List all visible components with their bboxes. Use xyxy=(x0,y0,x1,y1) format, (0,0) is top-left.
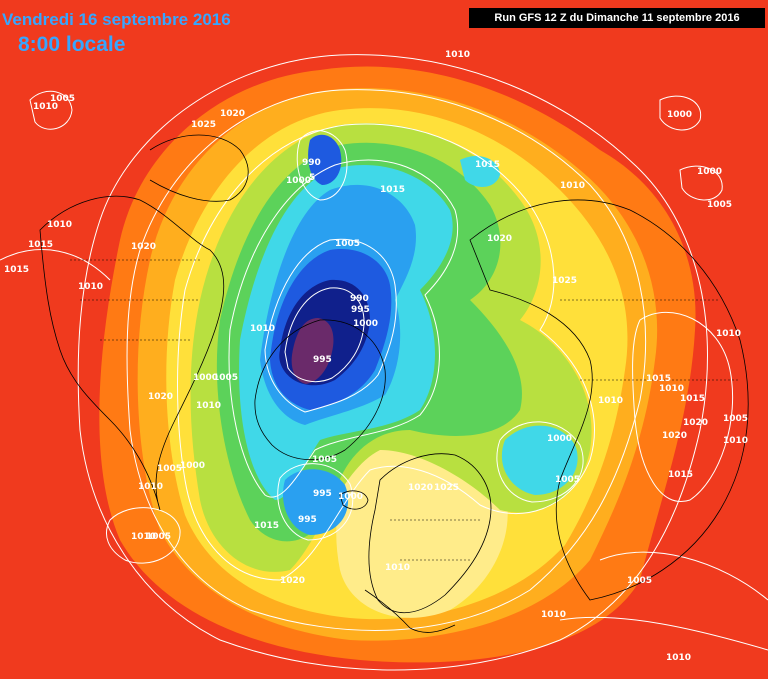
isobar-label: 1020 xyxy=(662,431,687,441)
isobar-label: 1005 xyxy=(707,200,732,210)
isobar-label: 1010 xyxy=(47,220,72,230)
isobar xyxy=(632,311,734,502)
isobar-label: 1005 xyxy=(146,532,171,542)
isobar-label: 1000 xyxy=(180,461,205,471)
coast-mediterranean xyxy=(364,589,456,633)
valid-date-title: Vendredi 16 septembre 2016 xyxy=(2,10,231,29)
isobar xyxy=(264,238,397,413)
isobar-label: 1010 xyxy=(138,482,163,492)
isobar-label: 5 xyxy=(309,173,315,183)
isobar-label: 1010 xyxy=(33,102,58,112)
isobar-label: 1010 xyxy=(560,181,585,191)
isobar-label: 1010 xyxy=(78,282,103,292)
isobar-label: 1005 xyxy=(627,576,652,586)
isobar-label: 1005 xyxy=(157,464,182,474)
isobar-label: 1010 xyxy=(131,532,156,542)
isobar-label: 1010 xyxy=(541,610,566,620)
isobar-label: 1010 xyxy=(723,436,748,446)
coastlines xyxy=(39,134,749,633)
isobar-label: 1010 xyxy=(598,396,623,406)
coast-iceland xyxy=(339,490,369,510)
isobar-label: 1010 xyxy=(385,563,410,573)
isobar-label: 1010 xyxy=(196,401,221,411)
isobar xyxy=(559,616,768,651)
field-cyan-east xyxy=(501,425,578,495)
isobar-label: 1005 xyxy=(50,94,75,104)
coast-europe xyxy=(368,453,492,614)
isobar-label: 1010 xyxy=(445,50,470,60)
pressure-fields xyxy=(99,66,696,663)
field-sky-south xyxy=(282,469,349,535)
run-info-banner: Run GFS 12 Z du Dimanche 11 septembre 20… xyxy=(469,8,765,28)
field-cyan-northeast xyxy=(460,155,500,187)
isobar xyxy=(599,551,768,601)
isobar xyxy=(126,89,647,631)
isobar-label: 1005 xyxy=(335,239,360,249)
isobar-label: 1000 xyxy=(193,373,218,383)
isobar-label: 1015 xyxy=(28,240,53,250)
isobar-label: 1020 xyxy=(131,242,156,252)
isobar-labels: 1010 1005 1010 1025 1020 990 1000 5 1015… xyxy=(4,50,748,663)
isobar-label: 1000 xyxy=(547,434,572,444)
isobar-label: 1025 xyxy=(191,120,216,130)
isobar-label: 995 xyxy=(298,515,317,525)
isobar-label: 1010 xyxy=(659,384,684,394)
isobar-label: 1010 xyxy=(250,324,275,334)
isobar xyxy=(228,159,459,498)
isobar xyxy=(277,463,354,541)
isobar xyxy=(296,130,348,201)
isobar-label: 1010 xyxy=(666,653,691,663)
local-time-title: 8:00 locale xyxy=(18,33,126,56)
isobars xyxy=(0,54,768,671)
isobar-label: 995 xyxy=(351,305,370,315)
country-borders xyxy=(70,259,740,561)
isobar-label: 1015 xyxy=(4,265,29,275)
coast-asia xyxy=(469,199,749,601)
coast-greenland xyxy=(254,319,386,461)
isobar-label: 1015 xyxy=(680,394,705,404)
isobar-label: 1025 xyxy=(434,483,459,493)
isobar-label: 1010 xyxy=(716,329,741,339)
isobar-label: 990 xyxy=(350,294,369,304)
field-blue-north xyxy=(308,134,342,185)
isobar-label: 1000 xyxy=(353,319,378,329)
isobar-label: 1005 xyxy=(213,373,238,383)
isobar-label: 1020 xyxy=(280,576,305,586)
isobar xyxy=(679,165,723,201)
coast-north-america xyxy=(39,195,225,511)
isobar-label: 1005 xyxy=(312,455,337,465)
coast-alaska xyxy=(149,134,249,202)
isobar-label: 1025 xyxy=(552,276,577,286)
isobar-label: 1015 xyxy=(668,470,693,480)
isobar-label: 995 xyxy=(313,489,332,499)
isobar xyxy=(29,90,73,130)
isobar xyxy=(284,287,365,383)
isobar-label: 1020 xyxy=(148,392,173,402)
isobar-label: 1020 xyxy=(408,483,433,493)
isobar-label: 1000 xyxy=(667,110,692,120)
isobar xyxy=(496,421,584,503)
isobar xyxy=(659,95,702,131)
isobar xyxy=(177,123,595,581)
isobar-label: 1000 xyxy=(697,167,722,177)
isobar-label: 1015 xyxy=(646,374,671,384)
isobar xyxy=(106,507,181,564)
isobar-label: 1020 xyxy=(220,109,245,119)
isobar-label: 1015 xyxy=(475,160,500,170)
isobar-label: 1020 xyxy=(683,418,708,428)
isobar xyxy=(77,54,708,671)
isobar-label: 990 xyxy=(302,158,321,168)
isobar-label: 1005 xyxy=(723,414,748,424)
isobar-label: 1005 xyxy=(555,475,580,485)
isobar-label: 1000 xyxy=(286,176,311,186)
isobar-label: 1020 xyxy=(487,234,512,244)
isobar-label: 1015 xyxy=(380,185,405,195)
isobar-label: 995 xyxy=(313,355,332,365)
isobar-label: 1015 xyxy=(254,521,279,531)
isobar-label: 1000 xyxy=(338,492,363,502)
field-purple xyxy=(291,318,334,384)
isobar xyxy=(0,249,111,281)
